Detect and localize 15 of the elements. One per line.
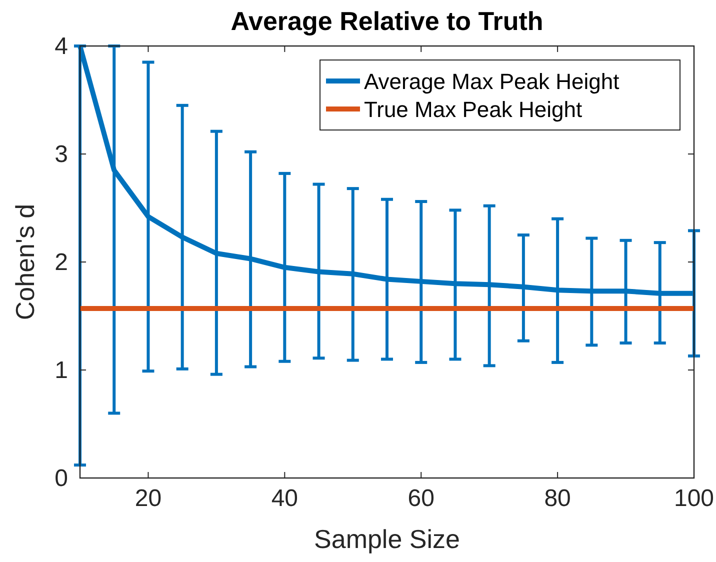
y-tick-label: 1 — [54, 357, 68, 384]
legend-label: Average Max Peak Height — [364, 69, 620, 94]
x-tick-label: 100 — [674, 485, 714, 512]
chart-title: Average Relative to Truth — [230, 6, 544, 36]
x-axis-title: Sample Size — [314, 524, 460, 554]
y-axis-title: Cohen's d — [10, 204, 40, 320]
y-tick-label: 4 — [54, 33, 68, 60]
x-tick-label: 40 — [271, 485, 298, 512]
y-tick-label: 2 — [54, 249, 68, 276]
legend-label: True Max Peak Height — [364, 97, 582, 122]
x-tick-label: 60 — [408, 485, 434, 512]
x-tick-label: 20 — [134, 485, 162, 512]
x-tick-label: 80 — [544, 485, 571, 512]
y-tick-label: 0 — [54, 465, 68, 492]
y-tick-label: 3 — [54, 141, 68, 168]
